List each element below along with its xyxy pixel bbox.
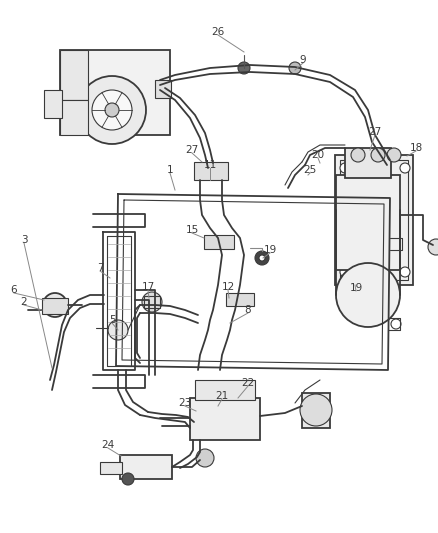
Circle shape — [336, 263, 400, 327]
Circle shape — [340, 163, 350, 173]
Circle shape — [259, 255, 265, 261]
Circle shape — [142, 292, 162, 312]
Circle shape — [393, 239, 403, 249]
Bar — [60, 50, 88, 100]
Text: 1: 1 — [167, 165, 173, 175]
Text: 21: 21 — [215, 391, 229, 401]
Bar — [340, 160, 408, 280]
Bar — [60, 100, 88, 135]
Text: 22: 22 — [241, 378, 254, 388]
Bar — [44, 90, 62, 118]
Text: 27: 27 — [185, 145, 198, 155]
Circle shape — [300, 394, 332, 426]
Circle shape — [289, 62, 301, 74]
Bar — [195, 380, 255, 400]
Bar — [204, 235, 234, 249]
Circle shape — [400, 163, 410, 173]
Text: 3: 3 — [21, 235, 27, 245]
Circle shape — [108, 320, 128, 340]
Text: 5: 5 — [109, 315, 115, 325]
Text: 26: 26 — [212, 27, 225, 37]
Bar — [190, 398, 260, 440]
Text: 19: 19 — [350, 283, 363, 293]
Bar — [345, 148, 391, 178]
Bar — [155, 80, 171, 98]
Text: 7: 7 — [97, 263, 103, 273]
Bar — [120, 455, 172, 479]
Circle shape — [255, 251, 269, 265]
Circle shape — [336, 198, 400, 262]
Text: 17: 17 — [141, 282, 155, 292]
Text: 11: 11 — [203, 160, 217, 170]
Text: 23: 23 — [178, 398, 192, 408]
Text: 25: 25 — [304, 165, 317, 175]
Bar — [336, 175, 400, 270]
Text: 15: 15 — [185, 225, 198, 235]
Circle shape — [238, 62, 250, 74]
Text: 8: 8 — [245, 305, 251, 315]
Text: 2: 2 — [21, 297, 27, 307]
Circle shape — [196, 449, 214, 467]
Circle shape — [351, 148, 365, 162]
Bar — [302, 393, 330, 428]
Circle shape — [387, 148, 401, 162]
Text: 18: 18 — [410, 143, 423, 153]
Bar — [144, 296, 160, 308]
Text: 19: 19 — [263, 245, 277, 255]
Bar — [60, 50, 170, 135]
Bar — [42, 298, 68, 314]
Circle shape — [391, 319, 401, 329]
Text: 9: 9 — [300, 55, 306, 65]
Text: 6: 6 — [11, 285, 18, 295]
Circle shape — [43, 293, 67, 317]
Bar — [100, 462, 122, 474]
Circle shape — [400, 267, 410, 277]
Bar — [226, 293, 254, 306]
Circle shape — [92, 90, 132, 130]
Text: 12: 12 — [221, 282, 235, 292]
Text: 27: 27 — [368, 127, 381, 137]
Bar — [194, 162, 228, 180]
Circle shape — [105, 103, 119, 117]
Circle shape — [122, 473, 134, 485]
Circle shape — [340, 267, 350, 277]
Circle shape — [371, 148, 385, 162]
Circle shape — [78, 76, 146, 144]
Circle shape — [428, 239, 438, 255]
Text: 24: 24 — [101, 440, 115, 450]
Text: 20: 20 — [311, 150, 325, 160]
Bar — [335, 155, 413, 285]
